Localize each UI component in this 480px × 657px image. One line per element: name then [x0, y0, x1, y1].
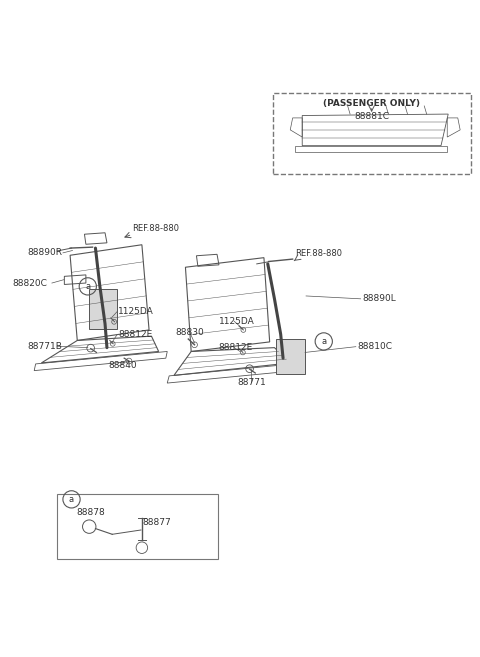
Text: 88890L: 88890L	[362, 294, 396, 304]
Text: 88881C: 88881C	[354, 112, 389, 121]
FancyBboxPatch shape	[57, 493, 217, 558]
Text: 88810C: 88810C	[357, 342, 392, 351]
Text: REF.88-880: REF.88-880	[132, 224, 180, 233]
Text: 1125DA: 1125DA	[118, 307, 154, 316]
Text: 88820C: 88820C	[12, 279, 48, 288]
Text: 88771B: 88771B	[27, 342, 62, 351]
Text: 88890R: 88890R	[27, 248, 62, 258]
Text: a: a	[321, 337, 326, 346]
Text: 88877: 88877	[142, 518, 170, 527]
FancyBboxPatch shape	[276, 338, 305, 374]
Text: a: a	[69, 495, 74, 504]
Text: 88812E: 88812E	[118, 330, 152, 339]
Text: 88840: 88840	[108, 361, 137, 371]
FancyBboxPatch shape	[89, 289, 117, 329]
FancyBboxPatch shape	[273, 93, 471, 174]
Text: 88878: 88878	[76, 509, 105, 518]
Text: 88812E: 88812E	[218, 343, 252, 352]
Text: 88771: 88771	[238, 378, 266, 386]
Text: 88830: 88830	[175, 328, 204, 337]
Text: 1125DA: 1125DA	[218, 317, 254, 326]
Text: a: a	[85, 282, 90, 291]
Text: (PASSENGER ONLY): (PASSENGER ONLY)	[323, 99, 420, 108]
Text: REF.88-880: REF.88-880	[295, 248, 342, 258]
